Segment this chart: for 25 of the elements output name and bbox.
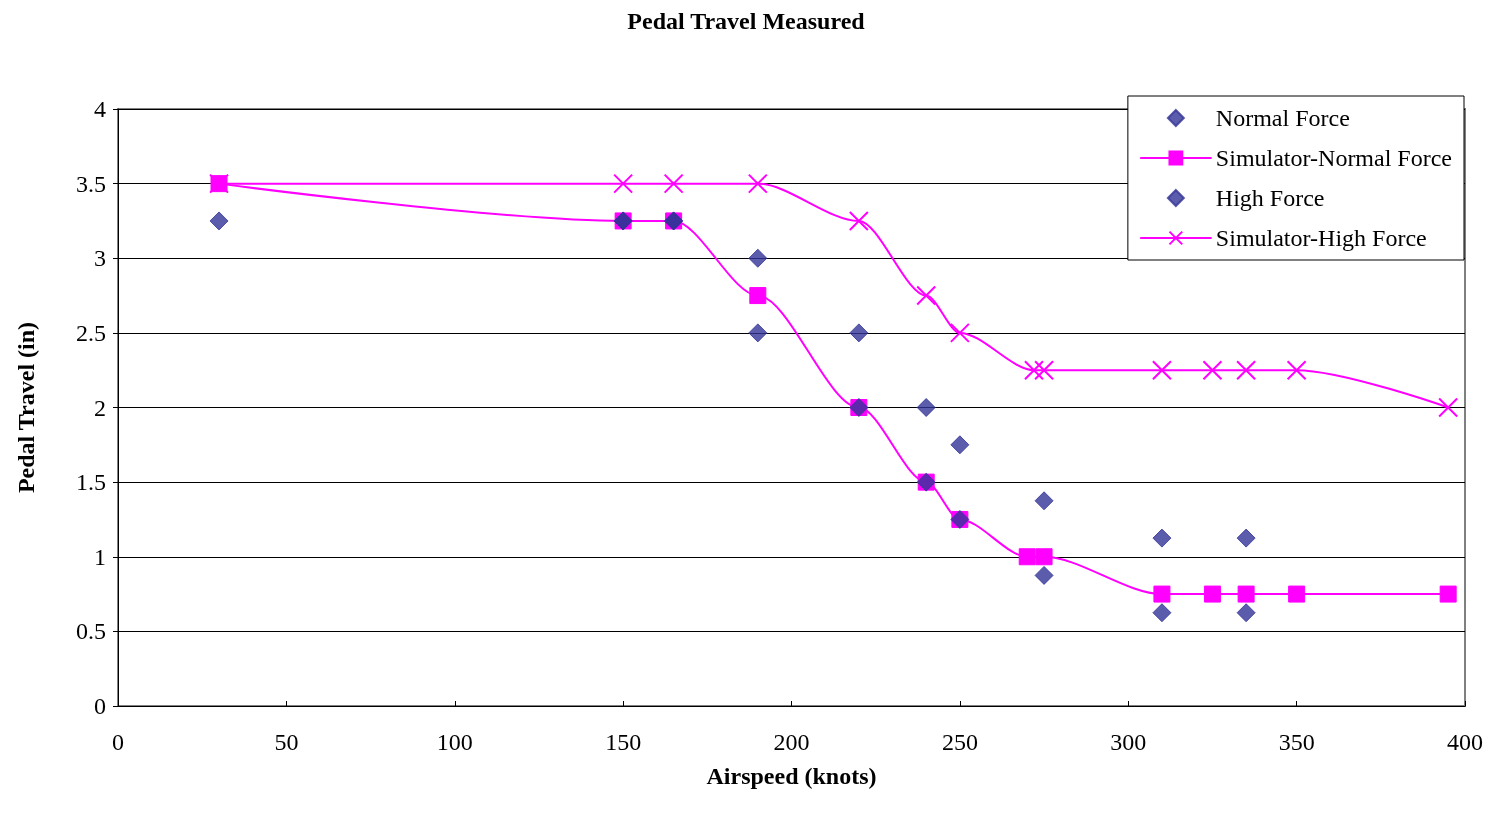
x-tick-label: 150 [605,729,642,755]
y-axis-title: Pedal Travel (in) [13,321,39,494]
x-tick-label: 400 [1447,729,1483,755]
y-tick-label: 0.5 [76,618,106,645]
y-tick-label: 1 [94,543,106,570]
x-tick-label: 100 [436,729,473,755]
y-tick-label: 3 [94,245,106,272]
x-tick-label: 300 [1110,729,1147,755]
legend-label: High Force [1215,185,1325,211]
y-tick-label: 4 [94,96,106,122]
x-tick-label: 350 [1278,729,1315,755]
y-tick-label: 2 [94,394,106,421]
y-tick-label: 3.5 [76,170,106,197]
x-tick-label: 250 [941,729,978,755]
x-axis-title: Airspeed (knots) [706,763,877,789]
x-tick-label: 0 [112,729,124,755]
legend-label: Simulator-High Force [1215,225,1427,251]
legend-label: Simulator-Normal Force [1215,145,1453,171]
x-tick-label: 200 [773,729,810,755]
y-tick-label: 1.5 [76,469,106,496]
y-tick-label: 2.5 [76,319,106,346]
legend-label: Normal Force [1215,105,1350,131]
y-tick-label: 0 [94,693,106,719]
x-tick-label: 50 [274,729,299,755]
chart-title: Pedal Travel Measured [627,8,866,34]
